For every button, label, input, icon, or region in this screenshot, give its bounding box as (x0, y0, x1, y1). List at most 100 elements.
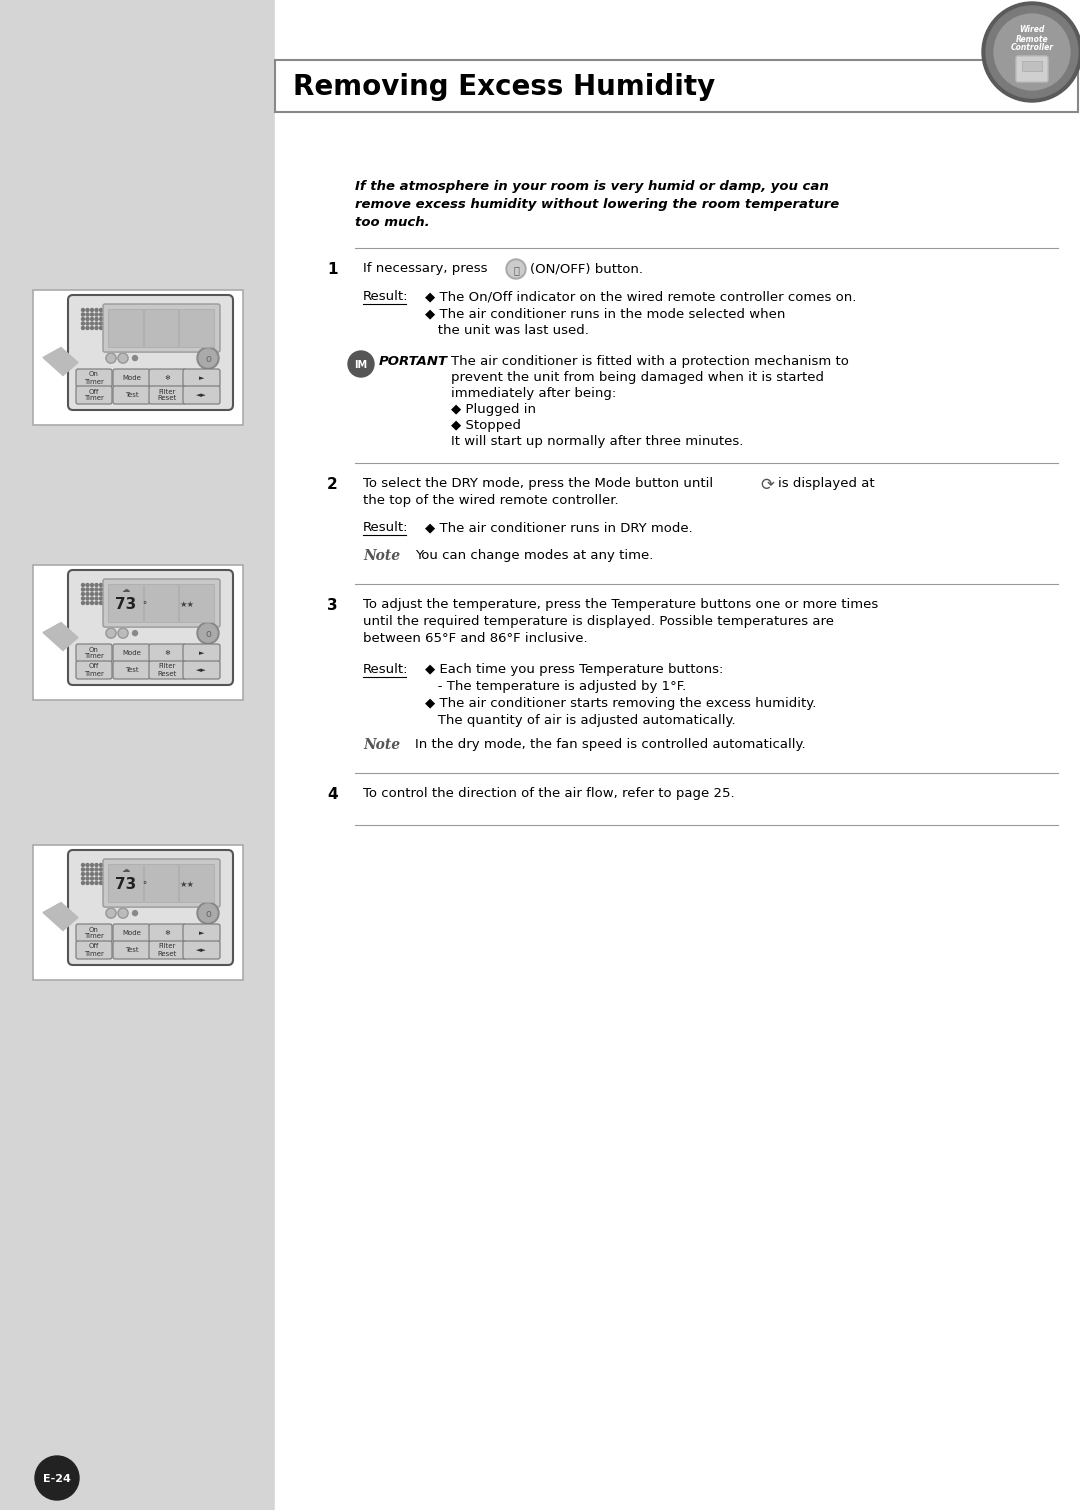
Circle shape (91, 873, 94, 876)
Bar (33, 846, 243, 980)
Text: o: o (205, 909, 211, 920)
Text: ►: ► (199, 930, 204, 936)
Circle shape (348, 350, 374, 378)
Text: Off
Timer: Off Timer (84, 944, 104, 956)
Circle shape (86, 322, 89, 325)
Text: ★★: ★★ (179, 599, 194, 609)
Polygon shape (43, 347, 78, 376)
Circle shape (91, 583, 94, 586)
Circle shape (91, 326, 94, 329)
Text: between 65°F and 86°F inclusive.: between 65°F and 86°F inclusive. (363, 633, 588, 645)
Bar (275, 60, 1078, 112)
FancyBboxPatch shape (103, 304, 220, 352)
Text: ★★: ★★ (179, 879, 194, 888)
Text: remove excess humidity without lowering the room temperature: remove excess humidity without lowering … (355, 198, 839, 211)
Circle shape (99, 877, 103, 880)
Circle shape (86, 583, 89, 586)
Circle shape (35, 1456, 79, 1499)
Text: ◄►: ◄► (197, 667, 207, 673)
Text: On
Timer: On Timer (84, 371, 104, 385)
Circle shape (99, 592, 103, 595)
Text: ►: ► (199, 374, 204, 381)
FancyBboxPatch shape (183, 387, 220, 405)
Text: ◆ Plugged in: ◆ Plugged in (451, 403, 536, 415)
Polygon shape (43, 903, 78, 930)
Text: The quantity of air is adjusted automatically.: The quantity of air is adjusted automati… (426, 714, 735, 726)
Circle shape (86, 864, 89, 867)
Circle shape (95, 877, 98, 880)
Circle shape (81, 873, 84, 876)
Circle shape (86, 308, 89, 311)
Text: - The temperature is adjusted by 1°F.: - The temperature is adjusted by 1°F. (426, 680, 686, 693)
Circle shape (81, 864, 84, 867)
Circle shape (99, 864, 103, 867)
Circle shape (86, 313, 89, 316)
Text: ☁: ☁ (122, 865, 130, 874)
Text: Test: Test (124, 947, 138, 953)
Circle shape (95, 326, 98, 329)
Polygon shape (43, 622, 78, 651)
Text: IM: IM (354, 359, 367, 370)
Circle shape (118, 353, 129, 362)
Text: °: ° (143, 601, 147, 610)
Circle shape (95, 596, 98, 599)
Bar (144, 864, 178, 901)
Text: Mode: Mode (122, 374, 140, 381)
Circle shape (197, 901, 219, 924)
Bar (108, 864, 143, 901)
FancyBboxPatch shape (149, 924, 186, 942)
Circle shape (95, 587, 98, 590)
Circle shape (95, 868, 98, 871)
Text: 73: 73 (116, 876, 136, 891)
FancyBboxPatch shape (76, 387, 112, 405)
Text: ☁: ☁ (122, 584, 130, 593)
Circle shape (81, 313, 84, 316)
Circle shape (106, 353, 116, 362)
Text: °: ° (143, 882, 147, 891)
Text: On
Timer: On Timer (84, 927, 104, 939)
Text: until the required temperature is displayed. Possible temperatures are: until the required temperature is displa… (363, 615, 834, 628)
Circle shape (95, 864, 98, 867)
Circle shape (91, 308, 94, 311)
FancyBboxPatch shape (68, 294, 233, 411)
Text: ❄: ❄ (164, 930, 171, 936)
Circle shape (86, 317, 89, 320)
Text: E-24: E-24 (43, 1474, 71, 1484)
FancyBboxPatch shape (76, 941, 112, 959)
Text: ❄: ❄ (164, 649, 171, 655)
FancyBboxPatch shape (149, 941, 186, 959)
Circle shape (86, 877, 89, 880)
Text: Note: Note (363, 550, 400, 563)
Bar (33, 290, 243, 424)
Circle shape (91, 877, 94, 880)
FancyBboxPatch shape (76, 643, 112, 661)
Bar (0, 0, 275, 1510)
Circle shape (95, 601, 98, 604)
Circle shape (95, 308, 98, 311)
Text: ◆ The air conditioner runs in DRY mode.: ◆ The air conditioner runs in DRY mode. (426, 521, 692, 535)
Circle shape (86, 601, 89, 604)
FancyBboxPatch shape (149, 387, 186, 405)
Text: Mode: Mode (122, 930, 140, 936)
Circle shape (91, 322, 94, 325)
Circle shape (99, 882, 103, 885)
FancyBboxPatch shape (149, 661, 186, 680)
FancyBboxPatch shape (113, 387, 150, 405)
Circle shape (81, 596, 84, 599)
Text: PORTANT: PORTANT (379, 355, 448, 368)
FancyBboxPatch shape (103, 578, 220, 627)
Text: ◆ The On/Off indicator on the wired remote controller comes on.: ◆ The On/Off indicator on the wired remo… (426, 290, 856, 304)
Circle shape (95, 873, 98, 876)
Text: ►: ► (199, 649, 204, 655)
Text: o: o (205, 355, 211, 364)
Circle shape (99, 317, 103, 320)
Text: ◆ The air conditioner runs in the mode selected when: ◆ The air conditioner runs in the mode s… (426, 307, 785, 320)
Circle shape (81, 868, 84, 871)
Text: ◄►: ◄► (197, 947, 207, 953)
Circle shape (91, 592, 94, 595)
Text: 2: 2 (327, 477, 338, 492)
Bar (179, 584, 214, 622)
Circle shape (99, 873, 103, 876)
Text: You can change modes at any time.: You can change modes at any time. (415, 550, 653, 562)
Circle shape (81, 587, 84, 590)
